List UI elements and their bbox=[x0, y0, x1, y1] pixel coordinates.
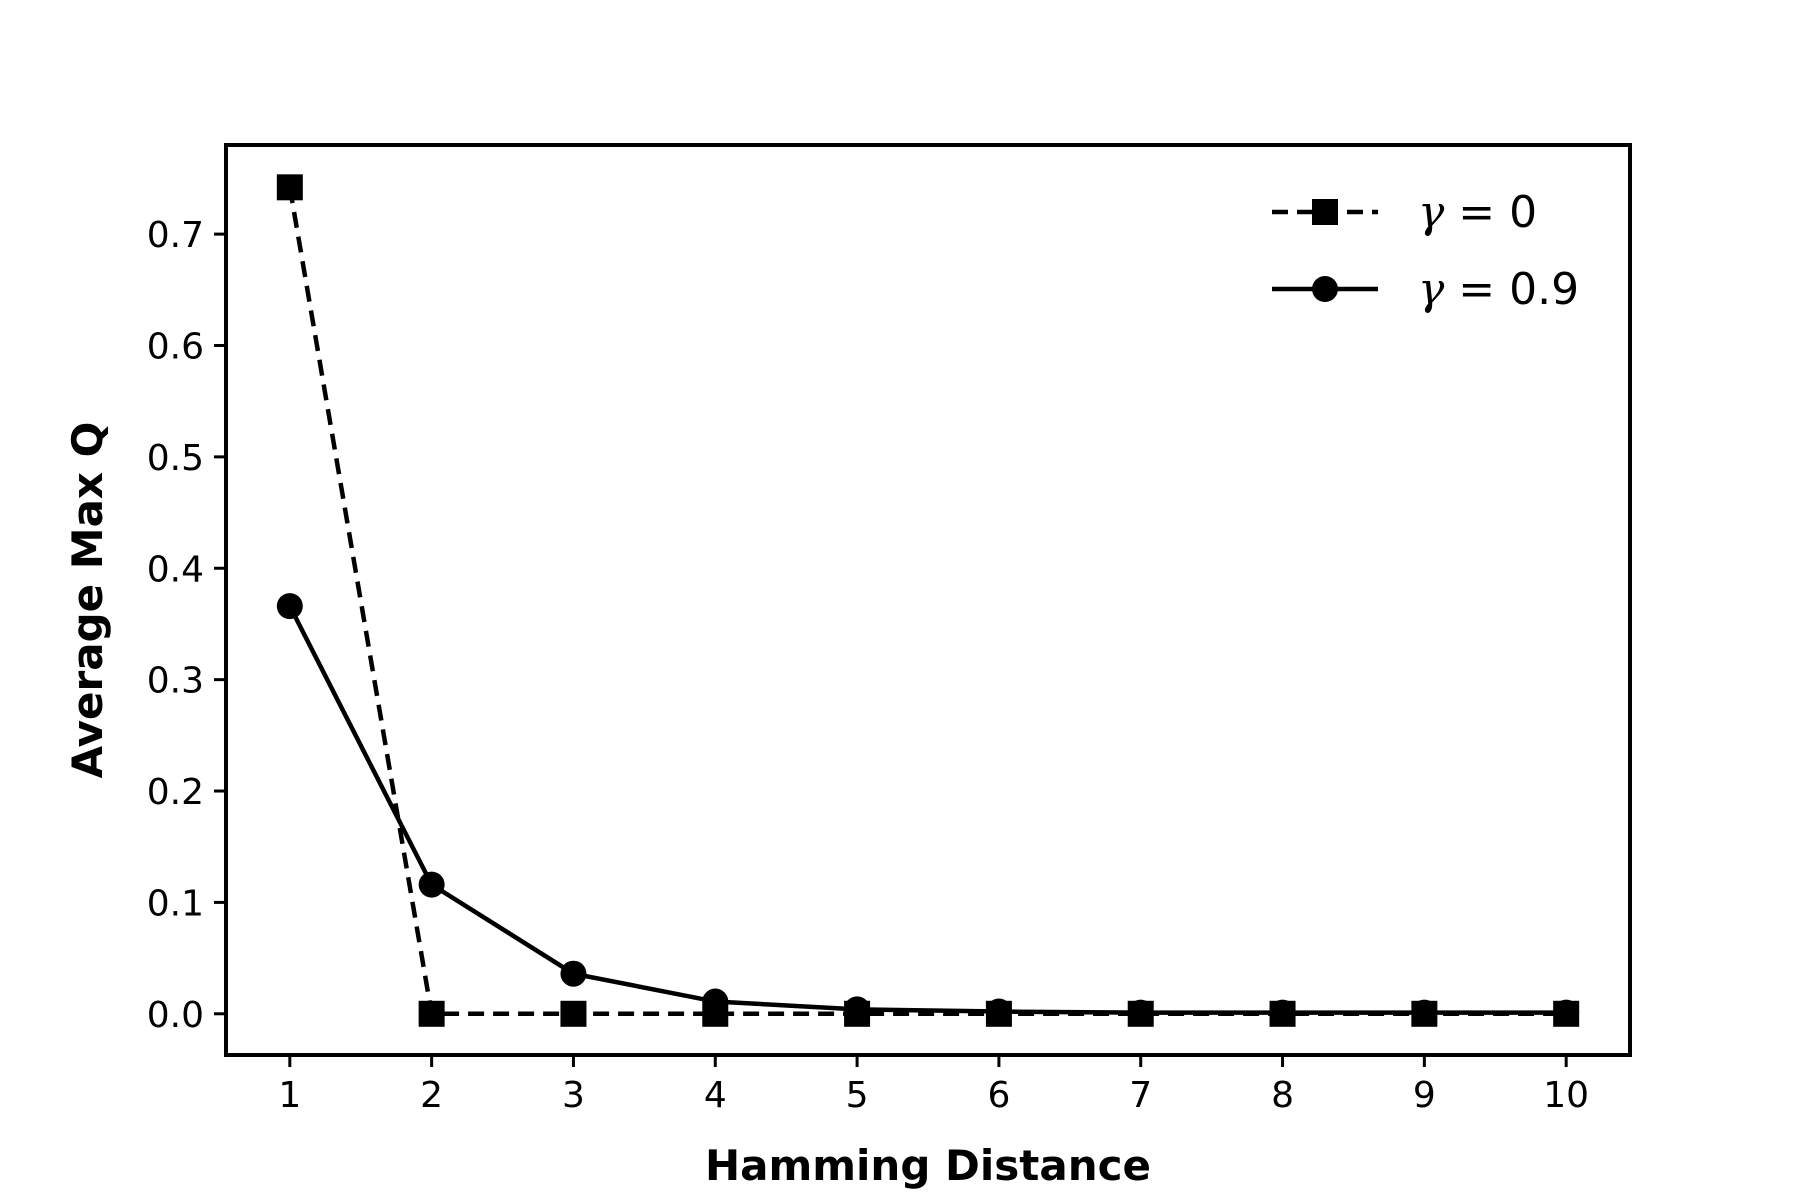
x-tick-label: 4 bbox=[704, 1075, 727, 1116]
x-tick-label: 3 bbox=[562, 1075, 585, 1116]
y-tick-label: 0.5 bbox=[147, 438, 204, 479]
x-tick-label: 10 bbox=[1543, 1075, 1589, 1116]
y-tick-label: 0.2 bbox=[147, 772, 204, 813]
legend-item: γ = 0 bbox=[1272, 187, 1537, 238]
legend-marker bbox=[1312, 199, 1338, 225]
legend-symbol: γ bbox=[1418, 187, 1445, 238]
x-tick-label: 5 bbox=[846, 1075, 869, 1116]
y-tick-label: 0.6 bbox=[147, 326, 204, 367]
data-point bbox=[1553, 999, 1580, 1026]
legend-symbol: γ bbox=[1418, 264, 1445, 315]
data-point bbox=[702, 988, 729, 1015]
x-tick-label: 7 bbox=[1129, 1075, 1152, 1116]
x-axis-label: Hamming Distance bbox=[705, 1141, 1151, 1190]
legend-value: = 0 bbox=[1444, 187, 1537, 238]
legend: γ = 0γ = 0.9 bbox=[1272, 187, 1579, 315]
data-point bbox=[844, 996, 871, 1023]
data-point bbox=[985, 998, 1012, 1025]
series-line bbox=[287, 186, 1567, 1017]
data-point bbox=[1411, 999, 1438, 1026]
legend-label: γ = 0 bbox=[1418, 187, 1537, 238]
data-point bbox=[276, 174, 303, 201]
series-1 bbox=[276, 174, 1580, 1027]
series-line bbox=[287, 605, 1567, 1015]
y-tick-label: 0.4 bbox=[147, 549, 204, 590]
y-tick-label: 0.3 bbox=[147, 661, 204, 702]
legend-label: γ = 0.9 bbox=[1418, 264, 1579, 315]
data-point bbox=[1269, 999, 1296, 1026]
data-point bbox=[418, 871, 445, 898]
data-point bbox=[560, 1000, 587, 1027]
legend-value: = 0.9 bbox=[1444, 264, 1579, 315]
y-tick-label: 0.0 bbox=[147, 995, 204, 1036]
plot-frame bbox=[224, 143, 1632, 1057]
y-axis-label: Average Max Q bbox=[63, 422, 112, 779]
x-tick-label: 8 bbox=[1271, 1075, 1294, 1116]
data-point bbox=[1127, 999, 1154, 1026]
y-axis: 0.0 0.1 0.2 0.3 0.4 0.5 0.6 0.7 bbox=[147, 215, 226, 1036]
y-tick-label: 0.7 bbox=[147, 215, 204, 256]
legend-marker bbox=[1312, 276, 1338, 302]
legend-item: γ = 0.9 bbox=[1272, 264, 1579, 315]
data-point bbox=[276, 593, 303, 620]
x-tick-label: 9 bbox=[1413, 1075, 1436, 1116]
data-point bbox=[418, 1000, 445, 1027]
series-2 bbox=[276, 593, 1580, 1026]
x-axis: 1 2 3 4 5 6 7 8 9 10 bbox=[278, 1055, 1589, 1116]
y-tick-label: 0.1 bbox=[147, 883, 204, 924]
x-tick-label: 2 bbox=[420, 1075, 443, 1116]
series-layer bbox=[276, 174, 1580, 1027]
x-tick-label: 6 bbox=[987, 1075, 1010, 1116]
data-point bbox=[560, 960, 587, 987]
x-tick-label: 1 bbox=[278, 1075, 301, 1116]
